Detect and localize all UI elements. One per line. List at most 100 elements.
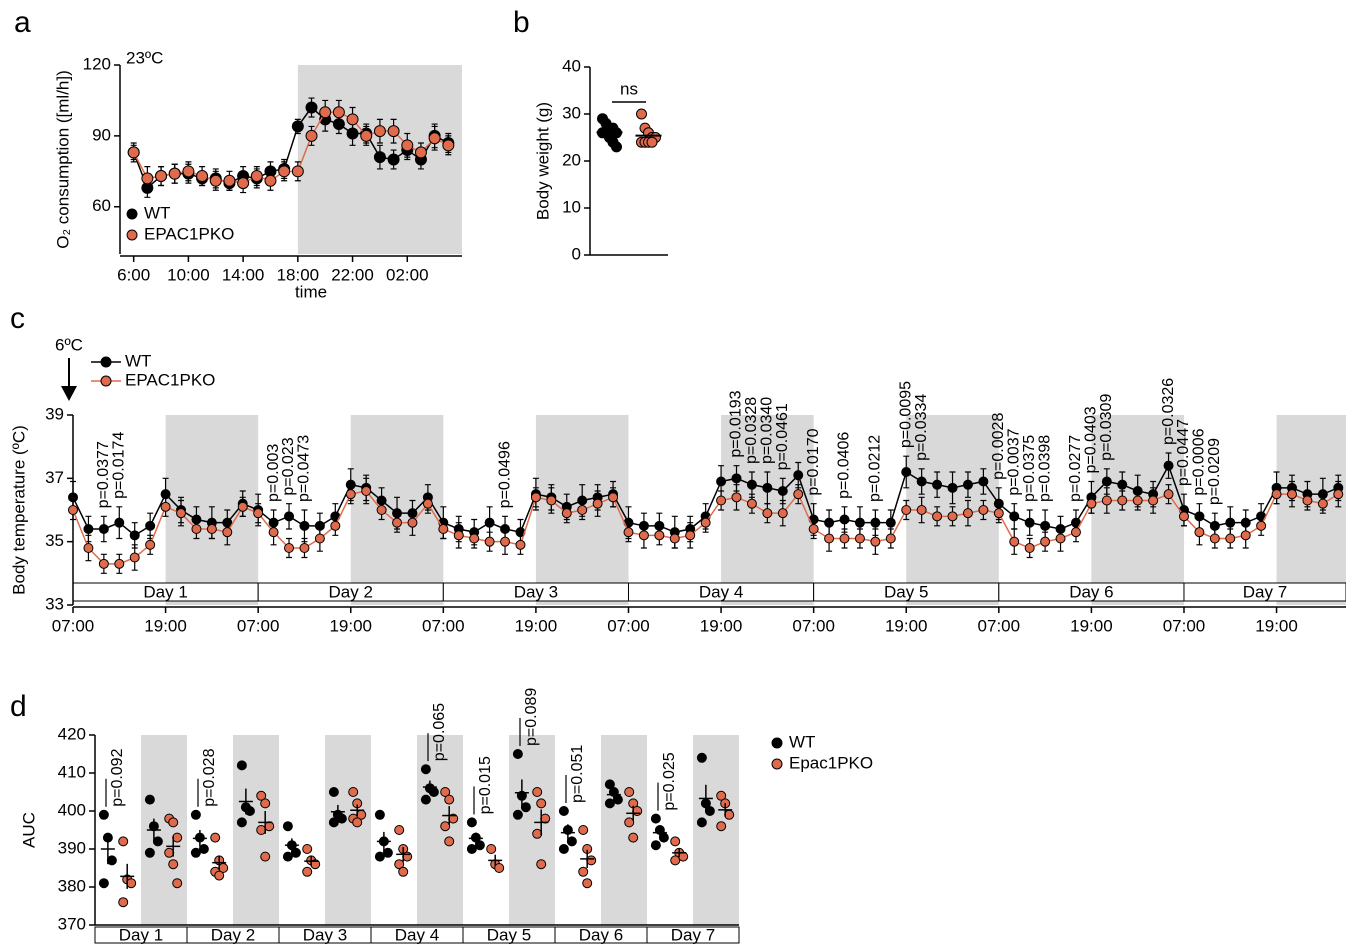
panel-label: a: [14, 6, 31, 39]
data-point: [536, 798, 547, 809]
x-tick-label: 19:00: [700, 616, 743, 635]
data-point: [916, 476, 927, 487]
data-point: [168, 167, 181, 180]
x-tick-label: 19:00: [329, 616, 372, 635]
data-point: [466, 844, 477, 854]
data-point: [494, 863, 505, 873]
data-point: [636, 108, 647, 120]
data-point: [253, 508, 264, 519]
data-point: [611, 141, 622, 153]
p-value: p=0.0334: [913, 394, 930, 461]
data-point: [250, 170, 263, 183]
p-value: p=0.003: [265, 444, 282, 502]
data-point: [566, 836, 577, 847]
x-tick-label: 07:00: [978, 616, 1021, 635]
p-value: p=0.0277: [1067, 435, 1084, 502]
day-box: [1183, 582, 1346, 602]
data-point: [582, 878, 593, 889]
data-point: [444, 794, 455, 805]
data-point: [916, 505, 927, 515]
p-value: p=0.0328: [743, 397, 760, 464]
data-point: [332, 106, 345, 119]
data-point: [650, 840, 661, 851]
data-point: [145, 539, 156, 550]
annotation: 6ºC: [55, 335, 83, 354]
y-tick-label: 40: [562, 56, 581, 75]
x-tick-label: 07:00: [607, 616, 650, 635]
annotation: ns: [620, 79, 638, 98]
data-point: [282, 851, 293, 862]
data-point: [512, 749, 523, 759]
x-tick-label: 07:00: [52, 616, 95, 635]
data-point: [1271, 489, 1282, 500]
p-value: p=0.0095: [897, 381, 914, 448]
x-tick-label: 22:00: [331, 265, 374, 284]
data-point: [237, 501, 248, 512]
p-value: p=0.0006: [1191, 428, 1208, 495]
data-point: [422, 498, 433, 509]
p-value: p=0.0377: [95, 441, 112, 508]
data-point: [126, 878, 137, 889]
dark-phase: [417, 735, 463, 925]
data-point: [885, 533, 896, 544]
y-tick-label: 400: [58, 800, 86, 819]
data-point: [623, 527, 634, 538]
data-point: [284, 511, 295, 522]
data-point: [1240, 530, 1251, 541]
x-tick-label: 07:00: [792, 616, 835, 635]
data-point: [210, 832, 221, 843]
p-value: p=0.015: [477, 756, 494, 814]
data-point: [870, 517, 881, 528]
data-point: [650, 813, 661, 824]
x-tick-label: 14:00: [222, 265, 265, 284]
data-point: [402, 851, 413, 862]
data-point: [469, 533, 480, 544]
data-point: [328, 787, 339, 797]
data-point: [638, 530, 649, 541]
data-point: [1117, 479, 1128, 490]
dark-phase: [693, 735, 739, 925]
data-point: [141, 172, 154, 185]
data-point: [152, 836, 163, 847]
data-point: [345, 489, 356, 500]
y-tick-label: 390: [58, 838, 86, 857]
day-box: [646, 926, 740, 944]
data-point: [724, 809, 735, 820]
data-point: [578, 866, 589, 877]
data-point: [176, 508, 187, 519]
data-point: [118, 836, 129, 847]
p-value: p=0.0309: [1098, 394, 1115, 461]
data-point: [420, 794, 431, 805]
data-point: [486, 844, 497, 854]
data-point: [98, 558, 109, 569]
data-point: [824, 533, 835, 544]
panel-label: b: [513, 6, 530, 39]
data-point: [500, 536, 511, 547]
data-point: [302, 844, 313, 854]
data-point: [808, 524, 819, 534]
legend-marker: [100, 375, 112, 387]
p-value: p=0.092: [109, 748, 126, 806]
p-value: p=0.0193: [728, 390, 745, 457]
y-tick-label: 370: [58, 914, 86, 933]
data-point: [98, 809, 109, 820]
p-value: p=0.023: [280, 437, 297, 495]
panel-label: d: [10, 690, 27, 723]
data-point: [428, 132, 441, 145]
data-point: [561, 508, 572, 519]
data-point: [1225, 517, 1236, 528]
data-point: [164, 847, 175, 858]
y-tick-label: 33: [45, 594, 64, 613]
data-point: [172, 878, 183, 889]
data-point: [361, 486, 372, 496]
data-point: [1178, 511, 1189, 522]
data-point: [793, 470, 804, 481]
data-point: [394, 825, 405, 835]
data-point: [319, 106, 332, 119]
data-point: [144, 847, 155, 858]
data-point: [352, 817, 363, 828]
data-point: [716, 821, 727, 832]
data-point: [466, 817, 477, 828]
p-value: p=0.0326: [1160, 378, 1177, 445]
data-point: [839, 533, 850, 544]
